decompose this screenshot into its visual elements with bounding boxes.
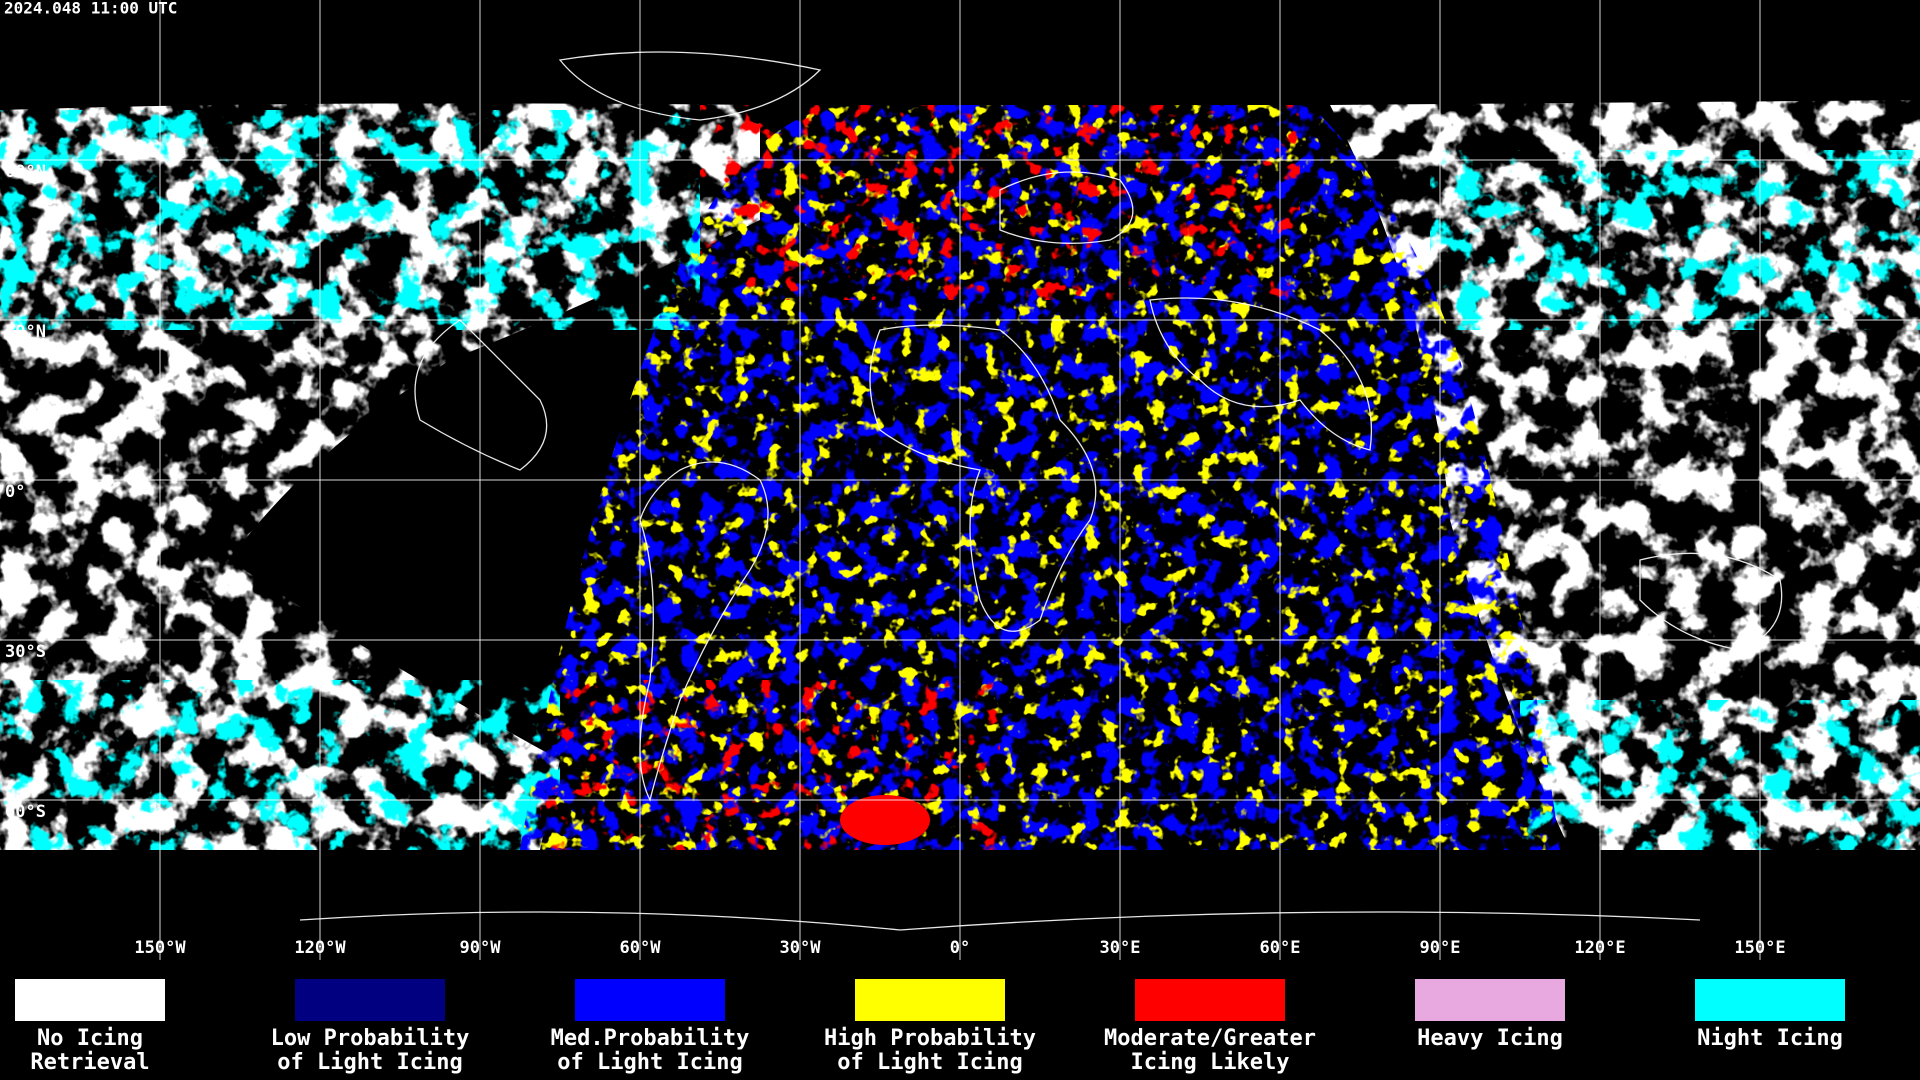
legend-label: of Light Icing — [277, 1050, 462, 1075]
legend-swatch — [1695, 979, 1845, 1021]
graticule: 150°W 120°W 90°W 60°W 30°W 0° 30°E 60°E 90°E 120°… — [0, 0, 1920, 960]
lon-label: 90°W — [460, 938, 502, 958]
legend-label: of Light Icing — [557, 1050, 742, 1075]
lon-label: 60°E — [1260, 938, 1301, 958]
legend-swatch — [1415, 979, 1565, 1021]
lat-label: 60°N — [5, 162, 46, 182]
legend-label: Moderate/Greater — [1104, 1026, 1316, 1051]
legend-label: Med.Probability — [551, 1026, 750, 1051]
legend-label: Night Icing — [1697, 1026, 1843, 1051]
legend-swatch — [295, 979, 445, 1021]
legend-label: Icing Likely — [1131, 1050, 1290, 1075]
legend-swatch — [1135, 979, 1285, 1021]
lon-label: 90°E — [1420, 938, 1461, 958]
legend-label: of Light Icing — [837, 1050, 1022, 1075]
legend-label: Low Probability — [271, 1026, 470, 1051]
legend-swatch — [15, 979, 165, 1021]
legend-label: High Probability — [824, 1026, 1036, 1051]
legend-swatch — [575, 979, 725, 1021]
lon-label: 0° — [950, 938, 970, 958]
lon-label: 150°W — [134, 938, 186, 958]
legend-label: Retrieval — [30, 1050, 149, 1075]
lat-label: 60°S — [5, 802, 46, 822]
lat-label: 30°N — [5, 322, 46, 342]
lat-label: 30°S — [5, 642, 46, 662]
lon-label: 60°W — [620, 938, 662, 958]
lon-label: 30°E — [1100, 938, 1141, 958]
legend-swatch — [855, 979, 1005, 1021]
legend-label: Heavy Icing — [1417, 1026, 1563, 1051]
lon-label: 120°W — [294, 938, 346, 958]
legend-label: No Icing — [37, 1026, 143, 1051]
lon-label: 30°W — [780, 938, 822, 958]
lon-label: 120°E — [1574, 938, 1625, 958]
timestamp: 2024.048 11:00 UTC — [4, 0, 177, 18]
lat-label: 0° — [5, 482, 25, 502]
lon-label: 150°E — [1734, 938, 1785, 958]
